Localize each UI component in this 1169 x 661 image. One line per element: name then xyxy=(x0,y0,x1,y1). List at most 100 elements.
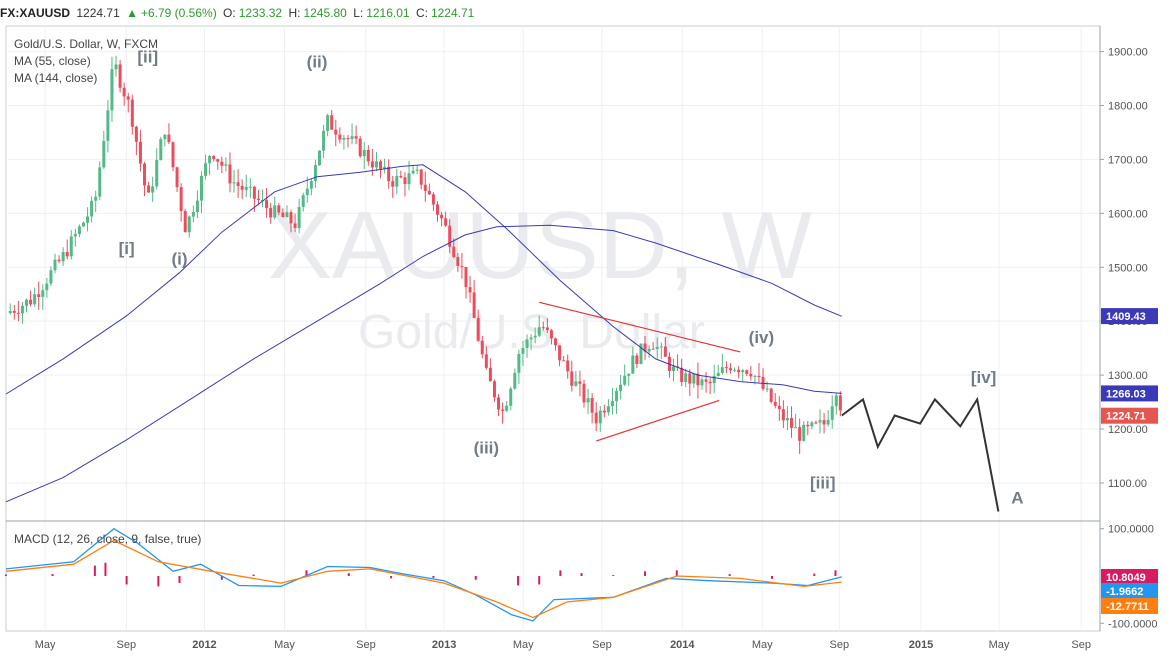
macd-tick-label: 100.0000 xyxy=(1108,524,1154,536)
candle-body xyxy=(590,398,594,413)
candle-body xyxy=(317,150,321,166)
price-tick-label: 1700.00 xyxy=(1108,154,1148,166)
macd-histogram-bar xyxy=(580,573,583,576)
candle-body xyxy=(273,205,277,218)
ma144-legend: MA (144, close) xyxy=(14,71,98,85)
candle-body xyxy=(659,346,663,348)
macd-histogram-bar xyxy=(644,571,647,576)
candle-body xyxy=(94,196,98,201)
candle-body xyxy=(281,212,285,218)
candle-body xyxy=(330,115,334,130)
candle-body xyxy=(86,216,90,223)
candle-body xyxy=(16,312,20,314)
candle-body xyxy=(277,205,281,213)
wave-label: [iv] xyxy=(971,368,997,387)
candle-body xyxy=(69,236,73,257)
candle-body xyxy=(8,311,12,314)
macd-histogram-bar xyxy=(675,570,678,576)
candle-body xyxy=(716,372,720,377)
candle-body xyxy=(497,397,501,410)
price-tag: 1224.71 xyxy=(1106,411,1146,423)
wave-label: A xyxy=(1011,488,1023,507)
candle-body xyxy=(427,190,431,195)
candle-body xyxy=(183,211,187,233)
symbol-name[interactable]: FX:XAUUSD xyxy=(0,6,71,20)
candle-body xyxy=(122,87,126,97)
candle-body xyxy=(444,218,448,226)
price-tag-bg xyxy=(1101,407,1158,424)
candle-body xyxy=(558,345,562,361)
candle-body xyxy=(41,290,45,297)
candle-body xyxy=(322,130,326,151)
candle-body xyxy=(362,149,366,157)
macd-histogram-bar xyxy=(813,573,816,576)
time-tick-label: May xyxy=(274,639,295,651)
ma144-line xyxy=(5,224,842,503)
candle-body xyxy=(293,223,297,229)
candle-body xyxy=(554,338,558,346)
time-tick-label: Sep xyxy=(1071,639,1091,651)
candle-body xyxy=(403,177,407,185)
candle-body xyxy=(810,422,814,427)
candle-body xyxy=(680,367,684,383)
macd-tick-label: -100.0000 xyxy=(1108,618,1158,630)
candle-body xyxy=(216,159,220,162)
macd-histogram-bar xyxy=(474,576,477,580)
candle-body xyxy=(102,140,106,168)
candle-body xyxy=(342,138,346,140)
candle-body xyxy=(57,259,61,262)
candle-body xyxy=(509,388,513,406)
macd-histogram-bar xyxy=(220,576,223,580)
candle-body xyxy=(301,195,305,208)
candle-body xyxy=(240,186,244,190)
candle-body xyxy=(366,149,370,162)
wave-label: [ii] xyxy=(137,47,158,66)
candle-body xyxy=(309,180,313,189)
candle-body xyxy=(562,360,566,362)
candle-body xyxy=(476,317,480,341)
candle-body xyxy=(472,292,476,318)
macd-histogram-bar xyxy=(517,576,520,586)
candle-body xyxy=(167,134,171,143)
candle-body xyxy=(354,136,358,139)
candle-body xyxy=(643,343,647,352)
candle-body xyxy=(25,299,29,306)
macd-histogram-bar xyxy=(347,573,350,576)
candle-body xyxy=(826,419,830,425)
candle-body xyxy=(431,194,435,205)
price-tick-label: 1500.00 xyxy=(1108,262,1148,274)
price-candles xyxy=(8,55,842,455)
low-label: L: xyxy=(353,6,364,20)
macd-tag-bg xyxy=(1101,598,1158,614)
candle-body xyxy=(73,234,77,237)
candle-body xyxy=(452,246,456,258)
candle-body xyxy=(110,69,114,111)
candle-body xyxy=(90,200,94,217)
candle-body xyxy=(712,376,716,384)
macd-tag: -12.7711 xyxy=(1106,601,1149,613)
candle-body xyxy=(244,186,248,190)
macd-histogram-bar xyxy=(390,576,393,579)
candle-body xyxy=(383,166,387,169)
candle-body xyxy=(700,379,704,386)
time-tick-label: May xyxy=(989,639,1010,651)
macd-tag: -1.9662 xyxy=(1106,586,1143,598)
candle-body xyxy=(566,360,570,372)
macd-histogram-bar xyxy=(93,565,96,576)
candle-body xyxy=(785,418,789,421)
time-tick-label: 2012 xyxy=(192,639,216,651)
candle-body xyxy=(77,226,81,235)
candle-body xyxy=(289,212,293,224)
candle-body xyxy=(737,369,741,372)
candle-body xyxy=(415,169,419,171)
candle-body xyxy=(769,388,773,402)
candle-body xyxy=(651,348,655,350)
price-tick-label: 1800.00 xyxy=(1108,100,1148,112)
candle-body xyxy=(220,161,224,166)
trendline xyxy=(596,399,720,442)
time-tick-label: Sep xyxy=(356,639,376,651)
candle-body xyxy=(480,340,484,355)
candle-body xyxy=(619,384,623,391)
time-tick-label: May xyxy=(752,639,773,651)
